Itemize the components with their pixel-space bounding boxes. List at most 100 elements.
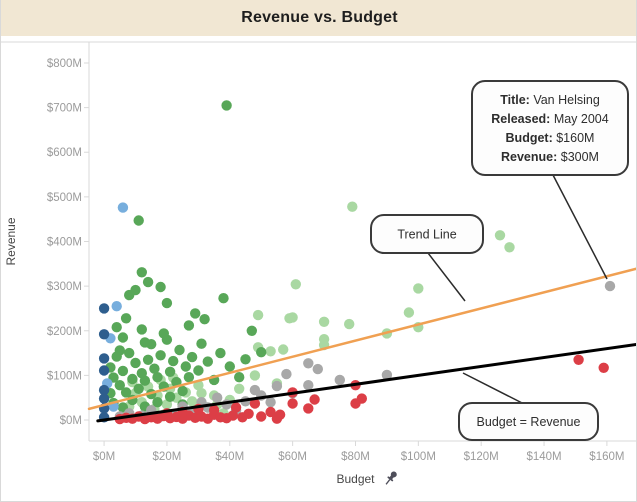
point-green[interactable] xyxy=(120,313,132,324)
point-green[interactable] xyxy=(136,324,147,335)
point-light-green[interactable] xyxy=(347,201,358,212)
point-green[interactable] xyxy=(168,355,179,367)
point-red[interactable] xyxy=(573,354,584,365)
point-dark-blue[interactable] xyxy=(98,384,110,396)
identity-line[interactable] xyxy=(96,342,637,423)
point-light-green[interactable] xyxy=(186,396,198,407)
point-light-green[interactable] xyxy=(494,230,506,241)
point-light-green[interactable] xyxy=(265,346,276,357)
point-green[interactable] xyxy=(133,383,144,394)
point-green[interactable] xyxy=(155,350,166,361)
point-green[interactable] xyxy=(234,372,245,383)
point-light-green[interactable] xyxy=(234,383,245,394)
point-red[interactable] xyxy=(243,408,254,419)
point-light-blue[interactable] xyxy=(117,202,129,213)
point-green[interactable] xyxy=(202,356,213,367)
point-green[interactable] xyxy=(161,334,173,345)
point-red[interactable] xyxy=(303,403,314,414)
point-red[interactable] xyxy=(309,394,320,405)
point-green[interactable] xyxy=(111,351,122,362)
point-green[interactable] xyxy=(152,372,163,383)
point-gray[interactable] xyxy=(604,280,616,292)
point-light-green[interactable] xyxy=(290,279,301,290)
point-green[interactable] xyxy=(161,297,173,309)
point-green[interactable] xyxy=(183,372,195,383)
point-light-green[interactable] xyxy=(249,370,261,381)
point-green[interactable] xyxy=(215,347,226,359)
point-green[interactable] xyxy=(196,338,207,349)
point-red[interactable] xyxy=(271,413,283,424)
point-green[interactable] xyxy=(256,347,267,358)
point-green[interactable] xyxy=(190,308,201,319)
point-green[interactable] xyxy=(221,100,232,111)
point-red[interactable] xyxy=(265,406,276,418)
point-red[interactable] xyxy=(230,402,242,413)
point-light-green[interactable] xyxy=(284,313,295,324)
point-dark-blue[interactable] xyxy=(98,303,110,314)
point-gray[interactable] xyxy=(265,397,276,408)
point-green[interactable] xyxy=(155,281,166,293)
point-green[interactable] xyxy=(180,361,191,372)
point-gray[interactable] xyxy=(271,380,283,392)
point-green[interactable] xyxy=(127,373,138,385)
point-red[interactable] xyxy=(287,398,298,409)
point-green[interactable] xyxy=(124,347,135,359)
point-green[interactable] xyxy=(224,361,235,372)
point-gray[interactable] xyxy=(381,369,393,381)
point-red[interactable] xyxy=(208,405,220,416)
point-green[interactable] xyxy=(114,380,126,391)
point-green[interactable] xyxy=(164,366,176,377)
label-trend-line-box[interactable] xyxy=(370,214,484,254)
point-light-green[interactable] xyxy=(278,344,289,355)
point-green[interactable] xyxy=(246,325,257,336)
point-green[interactable] xyxy=(174,344,185,356)
point-green[interactable] xyxy=(139,375,151,386)
pushpin-icon[interactable] xyxy=(383,470,398,486)
point-dark-blue[interactable] xyxy=(98,329,110,340)
point-green[interactable] xyxy=(183,320,195,331)
point-green[interactable] xyxy=(124,289,135,301)
point-light-blue[interactable] xyxy=(111,301,122,312)
point-green[interactable] xyxy=(218,293,229,304)
point-gray[interactable] xyxy=(212,392,223,403)
point-green[interactable] xyxy=(240,354,251,365)
point-green[interactable] xyxy=(164,391,176,402)
point-red[interactable] xyxy=(249,398,261,409)
point-light-green[interactable] xyxy=(196,388,207,399)
point-green[interactable] xyxy=(142,354,154,365)
tooltip-van-helsing-box[interactable] xyxy=(471,80,629,176)
point-green[interactable] xyxy=(120,387,132,398)
point-light-green[interactable] xyxy=(413,283,424,294)
point-green[interactable] xyxy=(193,365,204,376)
point-gray[interactable] xyxy=(312,363,323,375)
point-green[interactable] xyxy=(133,215,144,226)
point-green[interactable] xyxy=(117,365,129,377)
point-green[interactable] xyxy=(149,363,160,374)
point-red[interactable] xyxy=(598,362,609,373)
point-green[interactable] xyxy=(199,314,210,325)
point-light-green[interactable] xyxy=(252,309,264,321)
trend-line[interactable] xyxy=(87,267,637,411)
point-light-green[interactable] xyxy=(403,307,415,318)
label-budget-revenue-box[interactable] xyxy=(458,402,599,441)
point-green[interactable] xyxy=(136,267,147,278)
point-green[interactable] xyxy=(152,397,163,408)
point-green[interactable] xyxy=(186,351,198,363)
point-light-green[interactable] xyxy=(344,318,355,330)
point-light-green[interactable] xyxy=(318,316,330,327)
point-dark-blue[interactable] xyxy=(98,393,110,404)
point-light-green[interactable] xyxy=(504,242,515,253)
point-dark-blue[interactable] xyxy=(98,353,110,364)
point-green[interactable] xyxy=(142,276,154,288)
point-gray[interactable] xyxy=(303,358,314,369)
point-green[interactable] xyxy=(111,322,122,333)
point-gray[interactable] xyxy=(303,380,314,391)
point-dark-blue[interactable] xyxy=(98,365,110,376)
point-green[interactable] xyxy=(117,332,129,343)
point-red[interactable] xyxy=(256,411,267,422)
point-gray[interactable] xyxy=(281,368,292,380)
point-green[interactable] xyxy=(177,385,188,397)
point-red[interactable] xyxy=(356,393,367,404)
point-gray[interactable] xyxy=(334,374,345,386)
point-red[interactable] xyxy=(227,410,239,421)
